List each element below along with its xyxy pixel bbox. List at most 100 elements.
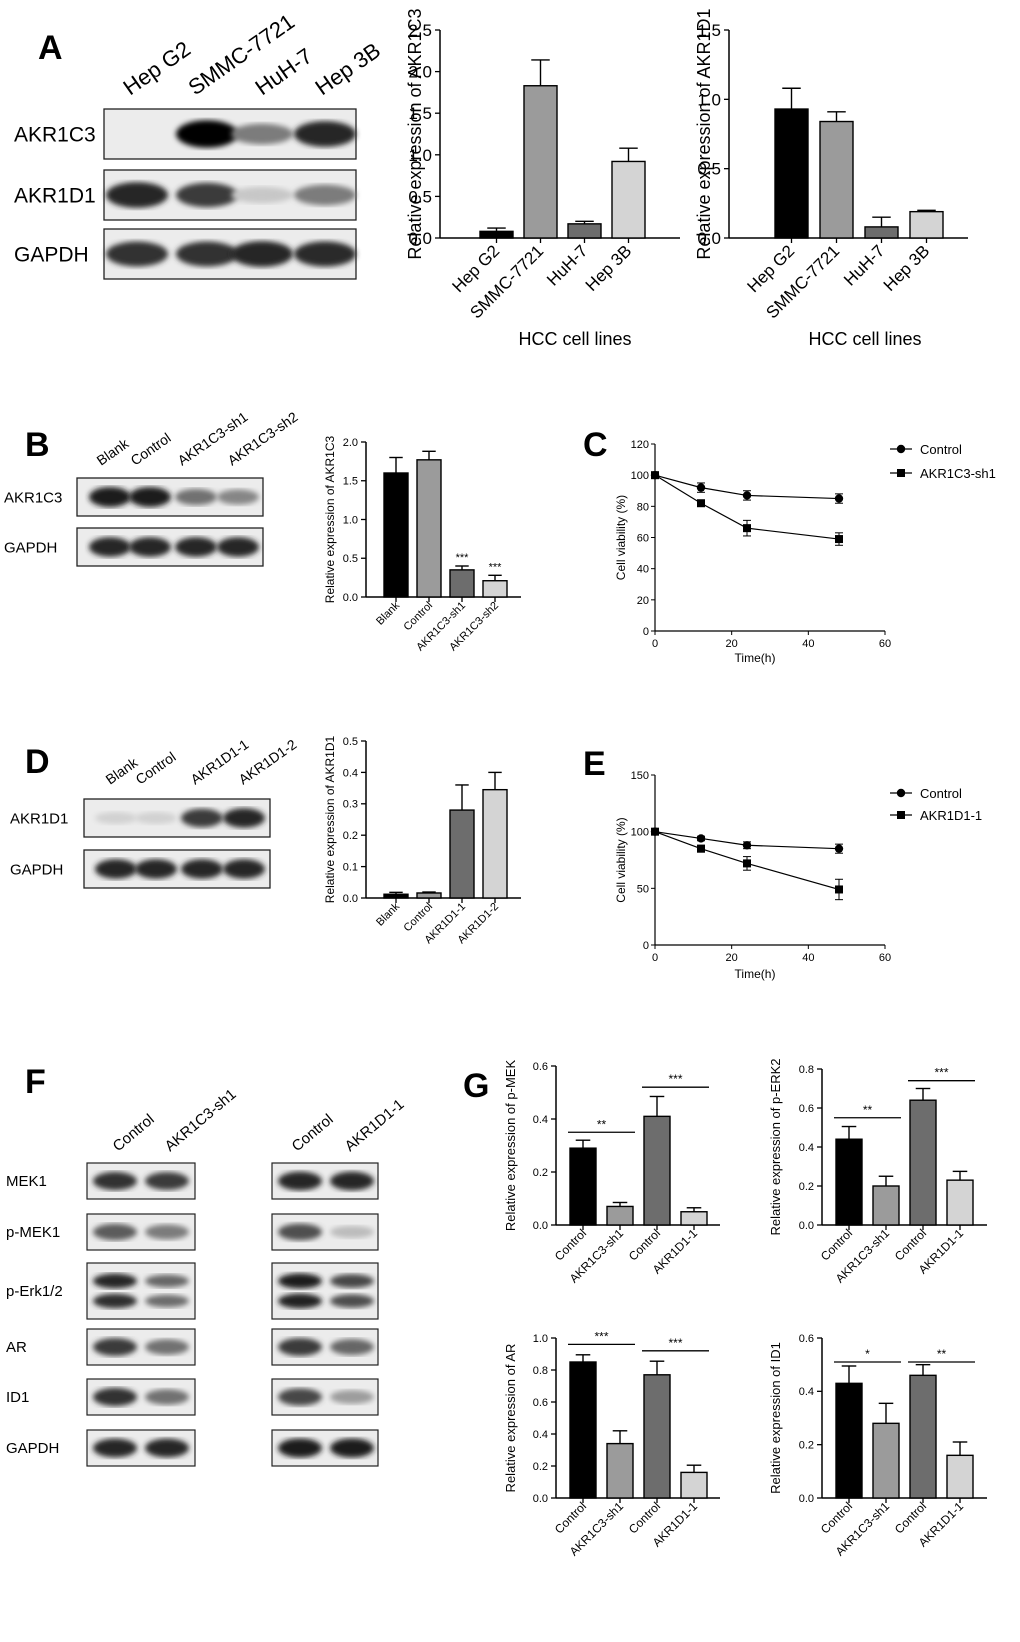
y-tick-label: 20 xyxy=(637,595,649,607)
y-tick-label: 150 xyxy=(631,770,649,782)
legend-label-control: Control xyxy=(920,442,962,457)
y-tick-label: 0.0 xyxy=(697,229,721,248)
data-point-control xyxy=(834,844,844,853)
band-right-perk-lower-0 xyxy=(278,1293,322,1309)
x-tick-label: 0 xyxy=(652,638,658,650)
band-left-ar-1 xyxy=(145,1339,189,1355)
bar-akr1c3-sh1-1 xyxy=(872,1185,900,1226)
band-right-p-mek1-1 xyxy=(330,1225,374,1239)
x-axis-label: Time(h) xyxy=(735,651,776,665)
band-left-id1-1 xyxy=(145,1389,189,1405)
band-left-gapdh-1 xyxy=(145,1438,189,1458)
y-axis-label: Cell viability (%) xyxy=(614,495,628,580)
data-point-akr1c3-sh1 xyxy=(651,471,659,480)
bar-akr1d1-1-2 xyxy=(449,809,475,899)
panel-letter-d: D xyxy=(25,743,50,781)
legend-label-akr1d1-1: AKR1D1-1 xyxy=(920,808,982,823)
y-tick-label: 60 xyxy=(637,533,649,545)
band-gapdh-1 xyxy=(135,859,177,879)
protein-label-mek1: MEK1 xyxy=(6,1173,47,1190)
band-akr1c3-2 xyxy=(175,488,217,506)
bar-huh-7-2 xyxy=(864,226,899,239)
bar-akr1c3-sh2-3 xyxy=(482,580,508,598)
x-tick-label: 20 xyxy=(726,952,738,964)
series-line-akr1c3-sh1 xyxy=(654,474,840,540)
band-right-id1-0 xyxy=(278,1388,322,1406)
band-left-perk-lower-1 xyxy=(145,1294,189,1308)
panel-letter-g: G xyxy=(463,1067,489,1105)
x-axis-label: Time(h) xyxy=(735,967,776,981)
significance-stars: *** xyxy=(668,1072,682,1086)
band-right-gapdh-0 xyxy=(278,1438,322,1458)
y-tick-label: 1.5 xyxy=(343,476,358,488)
significance-stars: ** xyxy=(937,1347,947,1361)
band-left-ar-0 xyxy=(93,1338,137,1356)
band-gapdh-0 xyxy=(95,859,137,879)
protein-label-gapdh: GAPDH xyxy=(14,243,89,266)
y-tick-label: 0.4 xyxy=(533,1114,548,1126)
band-left-p-mek1-1 xyxy=(145,1224,189,1240)
band-right-gapdh-1 xyxy=(330,1438,374,1458)
legend-marker-control xyxy=(896,788,906,798)
band-akr1d1-1 xyxy=(135,812,177,824)
y-axis-label: Relative expression of AKR1C3 xyxy=(323,435,337,603)
bar-hep-3b-3 xyxy=(909,210,944,239)
y-tick-label: 0.6 xyxy=(799,1103,814,1115)
data-point-control xyxy=(742,491,752,500)
protein-label-gapdh: GAPDH xyxy=(6,1440,59,1457)
bar-akr1d1-1-3 xyxy=(946,1179,974,1226)
line-chart-c: 0 20 40 60 80 100 120 0 20 40 60 Cell viability (%)… xyxy=(614,439,996,665)
significance-stars: * xyxy=(865,1347,870,1361)
band-gapdh-2 xyxy=(175,537,217,557)
y-tick-label: 120 xyxy=(631,439,649,451)
y-tick-label: 0 xyxy=(643,626,649,638)
bar-akr1c3-sh1-2 xyxy=(449,569,475,598)
y-tick-label: 0.4 xyxy=(343,767,358,779)
band-gapdh-2 xyxy=(231,241,293,267)
y-tick-label: 1.0 xyxy=(343,514,358,526)
y-tick-label: 0.0 xyxy=(343,592,358,604)
protein-label-ar: AR xyxy=(6,1339,27,1356)
data-point-control xyxy=(696,834,706,843)
y-tick-label: 0.8 xyxy=(533,1365,548,1377)
band-left-p-mek1-0 xyxy=(93,1223,137,1241)
y-tick-label: 40 xyxy=(637,564,649,576)
x-tick-label: 0 xyxy=(652,952,658,964)
x-tick-label: 60 xyxy=(879,638,891,650)
bar-smmc-7721-1 xyxy=(819,120,854,239)
y-tick-label: 0.5 xyxy=(343,553,358,565)
data-point-akr1d1-1 xyxy=(697,844,705,853)
legend-label-akr1c3-sh1: AKR1C3-sh1 xyxy=(920,466,996,481)
band-gapdh-0 xyxy=(89,537,131,557)
band-akr1d1-3 xyxy=(294,184,356,206)
bar-huh-7-2 xyxy=(567,223,602,239)
y-axis-label: Relative expression of ID1 xyxy=(768,1342,783,1494)
data-point-akr1d1-1 xyxy=(651,827,659,836)
band-gapdh-1 xyxy=(129,537,171,557)
bar-akr1d1-1-3 xyxy=(680,1471,708,1499)
legend-marker-akr1d1-1 xyxy=(897,811,905,819)
blot-strip-left-p-erk1-2 xyxy=(86,1262,196,1320)
protein-label-gapdh: GAPDH xyxy=(10,861,63,878)
band-akr1d1-3 xyxy=(223,808,265,828)
band-right-perk-upper-0 xyxy=(278,1273,322,1289)
band-right-ar-0 xyxy=(278,1338,322,1356)
protein-label-p-erk1-2: p-Erk1/2 xyxy=(6,1283,63,1300)
series-line-akr1d1-1 xyxy=(654,831,840,891)
significance-stars: *** xyxy=(668,1336,682,1350)
bar-control-0 xyxy=(835,1382,863,1499)
significance-stars: *** xyxy=(456,552,470,564)
bar-akr1d1-1-3 xyxy=(946,1454,974,1499)
series-line-control xyxy=(654,831,840,850)
x-tick-label: 20 xyxy=(726,638,738,650)
band-left-perk-upper-0 xyxy=(93,1273,137,1289)
data-point-akr1c3-sh1 xyxy=(835,535,843,544)
y-tick-label: 0.3 xyxy=(343,799,358,811)
y-tick-label: 0.2 xyxy=(343,830,358,842)
x-tick-label: 40 xyxy=(802,638,814,650)
data-point-akr1d1-1 xyxy=(743,859,751,868)
band-right-mek1-0 xyxy=(278,1171,322,1191)
significance-stars: *** xyxy=(594,1329,608,1343)
